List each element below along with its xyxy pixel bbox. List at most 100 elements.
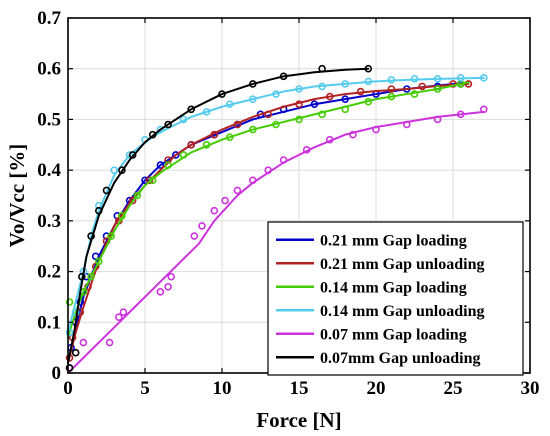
legend: 0.21 mm Gap loading 0.21 mm Gap unloading… xyxy=(267,221,524,376)
data-point xyxy=(402,120,411,129)
y-tick-label: 0.3 xyxy=(37,211,61,232)
legend-label: 0.07 mm Gap loading xyxy=(320,326,467,343)
data-point xyxy=(295,115,303,124)
data-point xyxy=(102,186,111,195)
data-point xyxy=(115,313,123,322)
data-point xyxy=(456,110,465,119)
data-point xyxy=(233,120,242,129)
y-tick-label: 0.1 xyxy=(37,312,61,333)
x-tick-label: 30 xyxy=(521,378,540,399)
legend-label: 0.14 mm Gap unloading xyxy=(320,303,484,320)
data-point xyxy=(156,288,165,296)
data-point xyxy=(341,95,350,103)
legend-label: 0.21 mm Gap unloading xyxy=(320,256,484,273)
data-point xyxy=(118,166,126,174)
data-point xyxy=(95,201,103,210)
data-point xyxy=(210,206,219,215)
x-tick-label: 15 xyxy=(290,378,309,399)
data-point xyxy=(65,364,74,372)
data-point xyxy=(364,77,373,86)
data-point xyxy=(325,92,334,101)
data-point xyxy=(318,110,326,119)
data-point xyxy=(148,176,157,185)
data-point xyxy=(387,92,396,101)
data-point xyxy=(272,120,280,129)
data-point xyxy=(105,338,114,347)
y-tick-label: 0.5 xyxy=(37,109,61,130)
data-point xyxy=(164,161,172,169)
data-point xyxy=(164,120,172,129)
data-point xyxy=(295,100,303,109)
data-point xyxy=(410,90,419,98)
data-point xyxy=(210,130,219,139)
data-point xyxy=(264,110,273,119)
data-point xyxy=(372,125,380,134)
data-point xyxy=(118,211,126,220)
data-point xyxy=(172,151,180,159)
x-tick-label: 0 xyxy=(63,378,73,399)
series-5 xyxy=(65,64,373,372)
data-point xyxy=(225,100,234,109)
data-point xyxy=(364,97,373,106)
data-point xyxy=(71,348,80,357)
data-point xyxy=(190,232,199,240)
data-point xyxy=(410,75,419,83)
y-tick-label: 0.7 xyxy=(37,8,61,29)
series-line xyxy=(67,81,470,339)
series-4 xyxy=(65,105,488,374)
data-point xyxy=(225,133,234,141)
data-point xyxy=(433,115,442,124)
data-point xyxy=(341,80,350,88)
data-point xyxy=(249,95,257,103)
y-tick-label: 0.2 xyxy=(37,262,61,283)
data-point xyxy=(133,191,142,200)
data-point xyxy=(249,176,257,185)
data-point xyxy=(325,135,334,144)
data-point xyxy=(318,82,326,91)
x-axis-title: Force [N] xyxy=(256,408,341,432)
y-tick-label: 0.6 xyxy=(37,59,61,80)
tick-labels: 0 5 10 15 20 25 30 0 0.1 0.2 0.3 0.4 0.5 0.6 0.7 xyxy=(37,8,539,399)
data-point xyxy=(433,85,442,93)
data-point xyxy=(318,64,326,73)
y-tick-label: 0 xyxy=(52,363,62,384)
data-point xyxy=(221,196,229,205)
data-point xyxy=(233,186,242,195)
series-3 xyxy=(65,74,488,337)
data-point xyxy=(302,146,311,154)
legend-label: 0.21 mm Gap loading xyxy=(320,232,467,249)
data-point xyxy=(164,282,172,291)
data-point xyxy=(479,105,488,114)
data-point xyxy=(456,74,465,82)
data-point xyxy=(125,151,134,159)
data-point xyxy=(179,115,188,124)
data-point xyxy=(128,196,137,205)
data-point xyxy=(341,105,350,114)
data-point xyxy=(387,76,396,84)
data-point xyxy=(141,176,149,185)
data-point xyxy=(65,298,74,306)
data-point xyxy=(156,125,165,134)
series-line xyxy=(67,110,485,374)
data-point xyxy=(167,272,175,281)
data-point xyxy=(107,232,115,240)
data-point xyxy=(95,257,103,266)
series-line xyxy=(67,76,485,334)
data-point xyxy=(148,130,157,139)
data-point xyxy=(87,272,95,281)
data-point xyxy=(198,222,206,230)
data-point xyxy=(295,85,303,93)
data-point xyxy=(249,80,257,88)
data-point xyxy=(356,87,365,96)
data-point xyxy=(71,308,80,316)
data-point xyxy=(164,156,172,164)
data-point xyxy=(249,125,257,134)
data-point xyxy=(272,90,280,98)
data-point xyxy=(279,156,288,164)
data-point xyxy=(349,130,357,139)
data-point xyxy=(310,100,319,109)
data-point xyxy=(95,206,103,215)
x-tick-label: 5 xyxy=(140,378,150,399)
data-point xyxy=(449,80,457,88)
